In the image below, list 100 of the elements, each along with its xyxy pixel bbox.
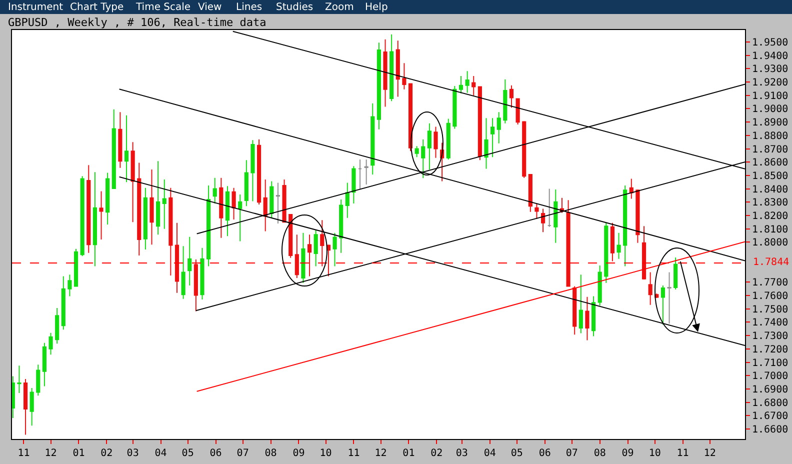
x-tick-label: 12 — [374, 448, 387, 459]
candlestick — [541, 208, 546, 233]
candlestick — [591, 296, 596, 337]
y-tick-label: 1.7700 — [752, 278, 788, 289]
candlestick — [364, 158, 368, 186]
candlestick — [36, 364, 40, 396]
y-tick-label: 1.9400 — [752, 50, 788, 62]
candlestick — [478, 86, 482, 161]
y-tick-label: 1.7300 — [752, 331, 788, 342]
y-tick-label: 1.9300 — [752, 64, 788, 76]
candlestick — [314, 229, 318, 267]
candlestick — [99, 190, 104, 240]
candlestick — [339, 198, 344, 254]
y-tick-label: 1.7500 — [752, 304, 788, 316]
candlestick — [623, 184, 628, 267]
y-tick-label: 1.8700 — [752, 144, 788, 156]
candlestick — [143, 187, 148, 250]
candlestick — [472, 76, 476, 96]
candlestick — [390, 34, 394, 102]
candlestick — [17, 365, 22, 394]
text: Chart Type — [70, 2, 124, 13]
candlestick — [383, 38, 388, 108]
y-tick-label: 1.6800 — [752, 398, 788, 409]
candlestick — [667, 272, 672, 324]
x-tick-label: 12 — [44, 448, 57, 459]
candlestick — [137, 162, 142, 256]
candlestick — [522, 120, 526, 178]
candlestick — [188, 236, 192, 286]
candlestick — [118, 112, 122, 168]
candlestick — [345, 182, 350, 218]
text: Instrument — [8, 2, 64, 13]
x-tick-label: 06 — [538, 448, 551, 459]
candlestick — [572, 286, 577, 336]
text: Help — [365, 2, 388, 13]
y-tick-label: 1.6900 — [752, 384, 788, 396]
candlestick — [200, 247, 204, 300]
x-tick-label: 09 — [622, 448, 634, 459]
candlestick — [528, 174, 532, 212]
y-tick-label: 1.8800 — [752, 130, 788, 142]
candlestick — [23, 378, 28, 436]
candlestick — [282, 178, 286, 223]
y-tick-label: 1.9100 — [752, 90, 788, 102]
candlestick — [238, 194, 242, 242]
y-tick-label: 1.9000 — [752, 104, 788, 116]
candlestick — [288, 214, 293, 258]
y-tick-label: 1.9500 — [752, 38, 788, 49]
candlestick — [80, 176, 84, 257]
x-tick-label: 12 — [704, 448, 716, 459]
candlestick — [307, 234, 312, 277]
x-tick-label: 06 — [210, 448, 222, 459]
x-tick-label: 11 — [18, 448, 30, 459]
candlestick — [516, 98, 520, 125]
text: Zoom — [325, 2, 354, 13]
candlestick — [547, 188, 552, 228]
candlestick — [503, 78, 508, 124]
y-tick-label: 1.8600 — [752, 158, 788, 169]
x-tick-label: 10 — [648, 448, 661, 459]
candlestick — [92, 172, 97, 267]
candlestick — [294, 234, 299, 278]
text: Lines — [236, 2, 262, 13]
candlestick — [674, 257, 678, 290]
x-tick-label: 11 — [348, 448, 360, 459]
candlestick — [106, 172, 110, 226]
candlestick — [219, 177, 224, 238]
candlestick — [636, 188, 640, 244]
x-tick-label: 08 — [264, 448, 277, 459]
candlestick — [452, 86, 457, 130]
candlestick — [408, 83, 413, 152]
y-tick-label: 1.6700 — [752, 411, 788, 422]
candlestick — [629, 178, 634, 200]
candlestick — [648, 272, 652, 306]
y-tick-label: 1.8200 — [752, 210, 788, 222]
candlestick — [421, 138, 426, 179]
candlestick — [610, 222, 615, 262]
y-tick-label: 1.7400 — [752, 318, 788, 329]
candlestick — [232, 187, 236, 220]
candlestick — [458, 76, 464, 94]
candlestick — [270, 180, 274, 218]
text: View — [198, 2, 222, 13]
candlestick — [578, 274, 583, 334]
x-tick-label: 09 — [292, 448, 305, 459]
candlestick — [332, 232, 337, 267]
candlestick — [465, 70, 470, 94]
candlestick — [352, 166, 356, 204]
candlestick — [554, 188, 558, 244]
x-tick-label: 08 — [594, 448, 606, 459]
candlestick — [301, 232, 306, 284]
ref-line-label: 1.7844 — [753, 257, 790, 268]
candlestick — [162, 178, 166, 230]
text: Time Scale — [135, 2, 191, 13]
candlestick — [490, 118, 495, 158]
y-tick-label: 1.6600 — [752, 424, 788, 436]
candlestick — [225, 186, 230, 237]
chart-title: GBPUSD , Weekly , # 106, Real-time data — [8, 16, 266, 29]
candlestick — [124, 114, 129, 183]
y-tick-label: 1.7100 — [752, 358, 788, 369]
text: Studies — [276, 2, 314, 13]
y-tick-label: 1.9200 — [752, 78, 788, 89]
candlestick — [86, 164, 91, 254]
candlestick — [370, 102, 375, 176]
